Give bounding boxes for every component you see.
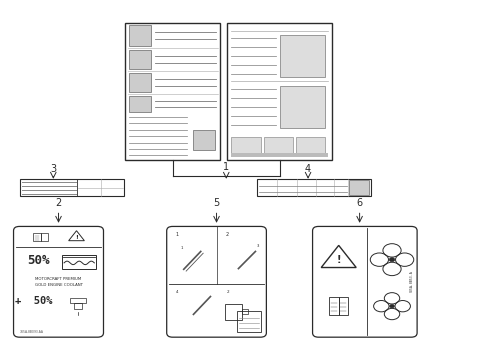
Text: 2: 2: [55, 198, 61, 208]
Bar: [20, 179, 124, 196]
Bar: [348, 180, 368, 195]
Text: 6: 6: [356, 198, 362, 208]
Circle shape: [389, 305, 393, 308]
Bar: [69, 297, 86, 303]
Text: MOTORCRAFT PREMIUM: MOTORCRAFT PREMIUM: [35, 277, 81, 281]
Text: 1: 1: [176, 232, 179, 237]
Bar: [256, 179, 370, 196]
FancyBboxPatch shape: [312, 226, 416, 337]
Circle shape: [171, 288, 183, 296]
FancyBboxPatch shape: [14, 226, 103, 337]
Bar: [231, 138, 260, 153]
Bar: [279, 86, 325, 128]
Bar: [41, 233, 48, 242]
Text: +  50%: + 50%: [15, 296, 52, 306]
Bar: [227, 23, 331, 160]
Bar: [125, 23, 220, 160]
Circle shape: [388, 258, 394, 262]
Text: 4: 4: [176, 290, 178, 294]
Bar: [242, 309, 247, 314]
Bar: [128, 96, 150, 112]
Bar: [62, 255, 96, 269]
Text: 1: 1: [223, 162, 229, 172]
Bar: [74, 303, 81, 309]
Bar: [329, 297, 338, 315]
FancyBboxPatch shape: [166, 226, 266, 337]
Text: 3: 3: [256, 244, 258, 248]
Bar: [33, 233, 41, 242]
Text: 3: 3: [50, 164, 56, 174]
Bar: [338, 297, 347, 315]
Text: 7U5A-8B093-AA: 7U5A-8B093-AA: [20, 330, 43, 334]
Bar: [279, 35, 325, 77]
Text: 2: 2: [227, 290, 229, 294]
Circle shape: [177, 244, 187, 251]
Text: GOLD ENGINE COOLANT: GOLD ENGINE COOLANT: [35, 283, 82, 287]
Text: 4: 4: [305, 164, 310, 174]
Bar: [231, 153, 327, 157]
Bar: [237, 311, 260, 332]
Text: YU5A- 8B53- A: YU5A- 8B53- A: [409, 271, 413, 293]
Text: 50%: 50%: [27, 254, 50, 267]
Bar: [193, 130, 215, 150]
Text: !: !: [336, 255, 340, 265]
Text: 2: 2: [225, 232, 228, 237]
Bar: [128, 50, 150, 69]
Bar: [295, 138, 325, 153]
Text: 5: 5: [213, 198, 219, 208]
Circle shape: [252, 243, 262, 249]
Bar: [128, 73, 150, 92]
Circle shape: [222, 288, 234, 296]
Text: !: !: [75, 235, 78, 240]
Bar: [263, 138, 292, 153]
Bar: [224, 304, 241, 320]
Text: 1: 1: [181, 246, 183, 250]
Bar: [128, 25, 150, 46]
